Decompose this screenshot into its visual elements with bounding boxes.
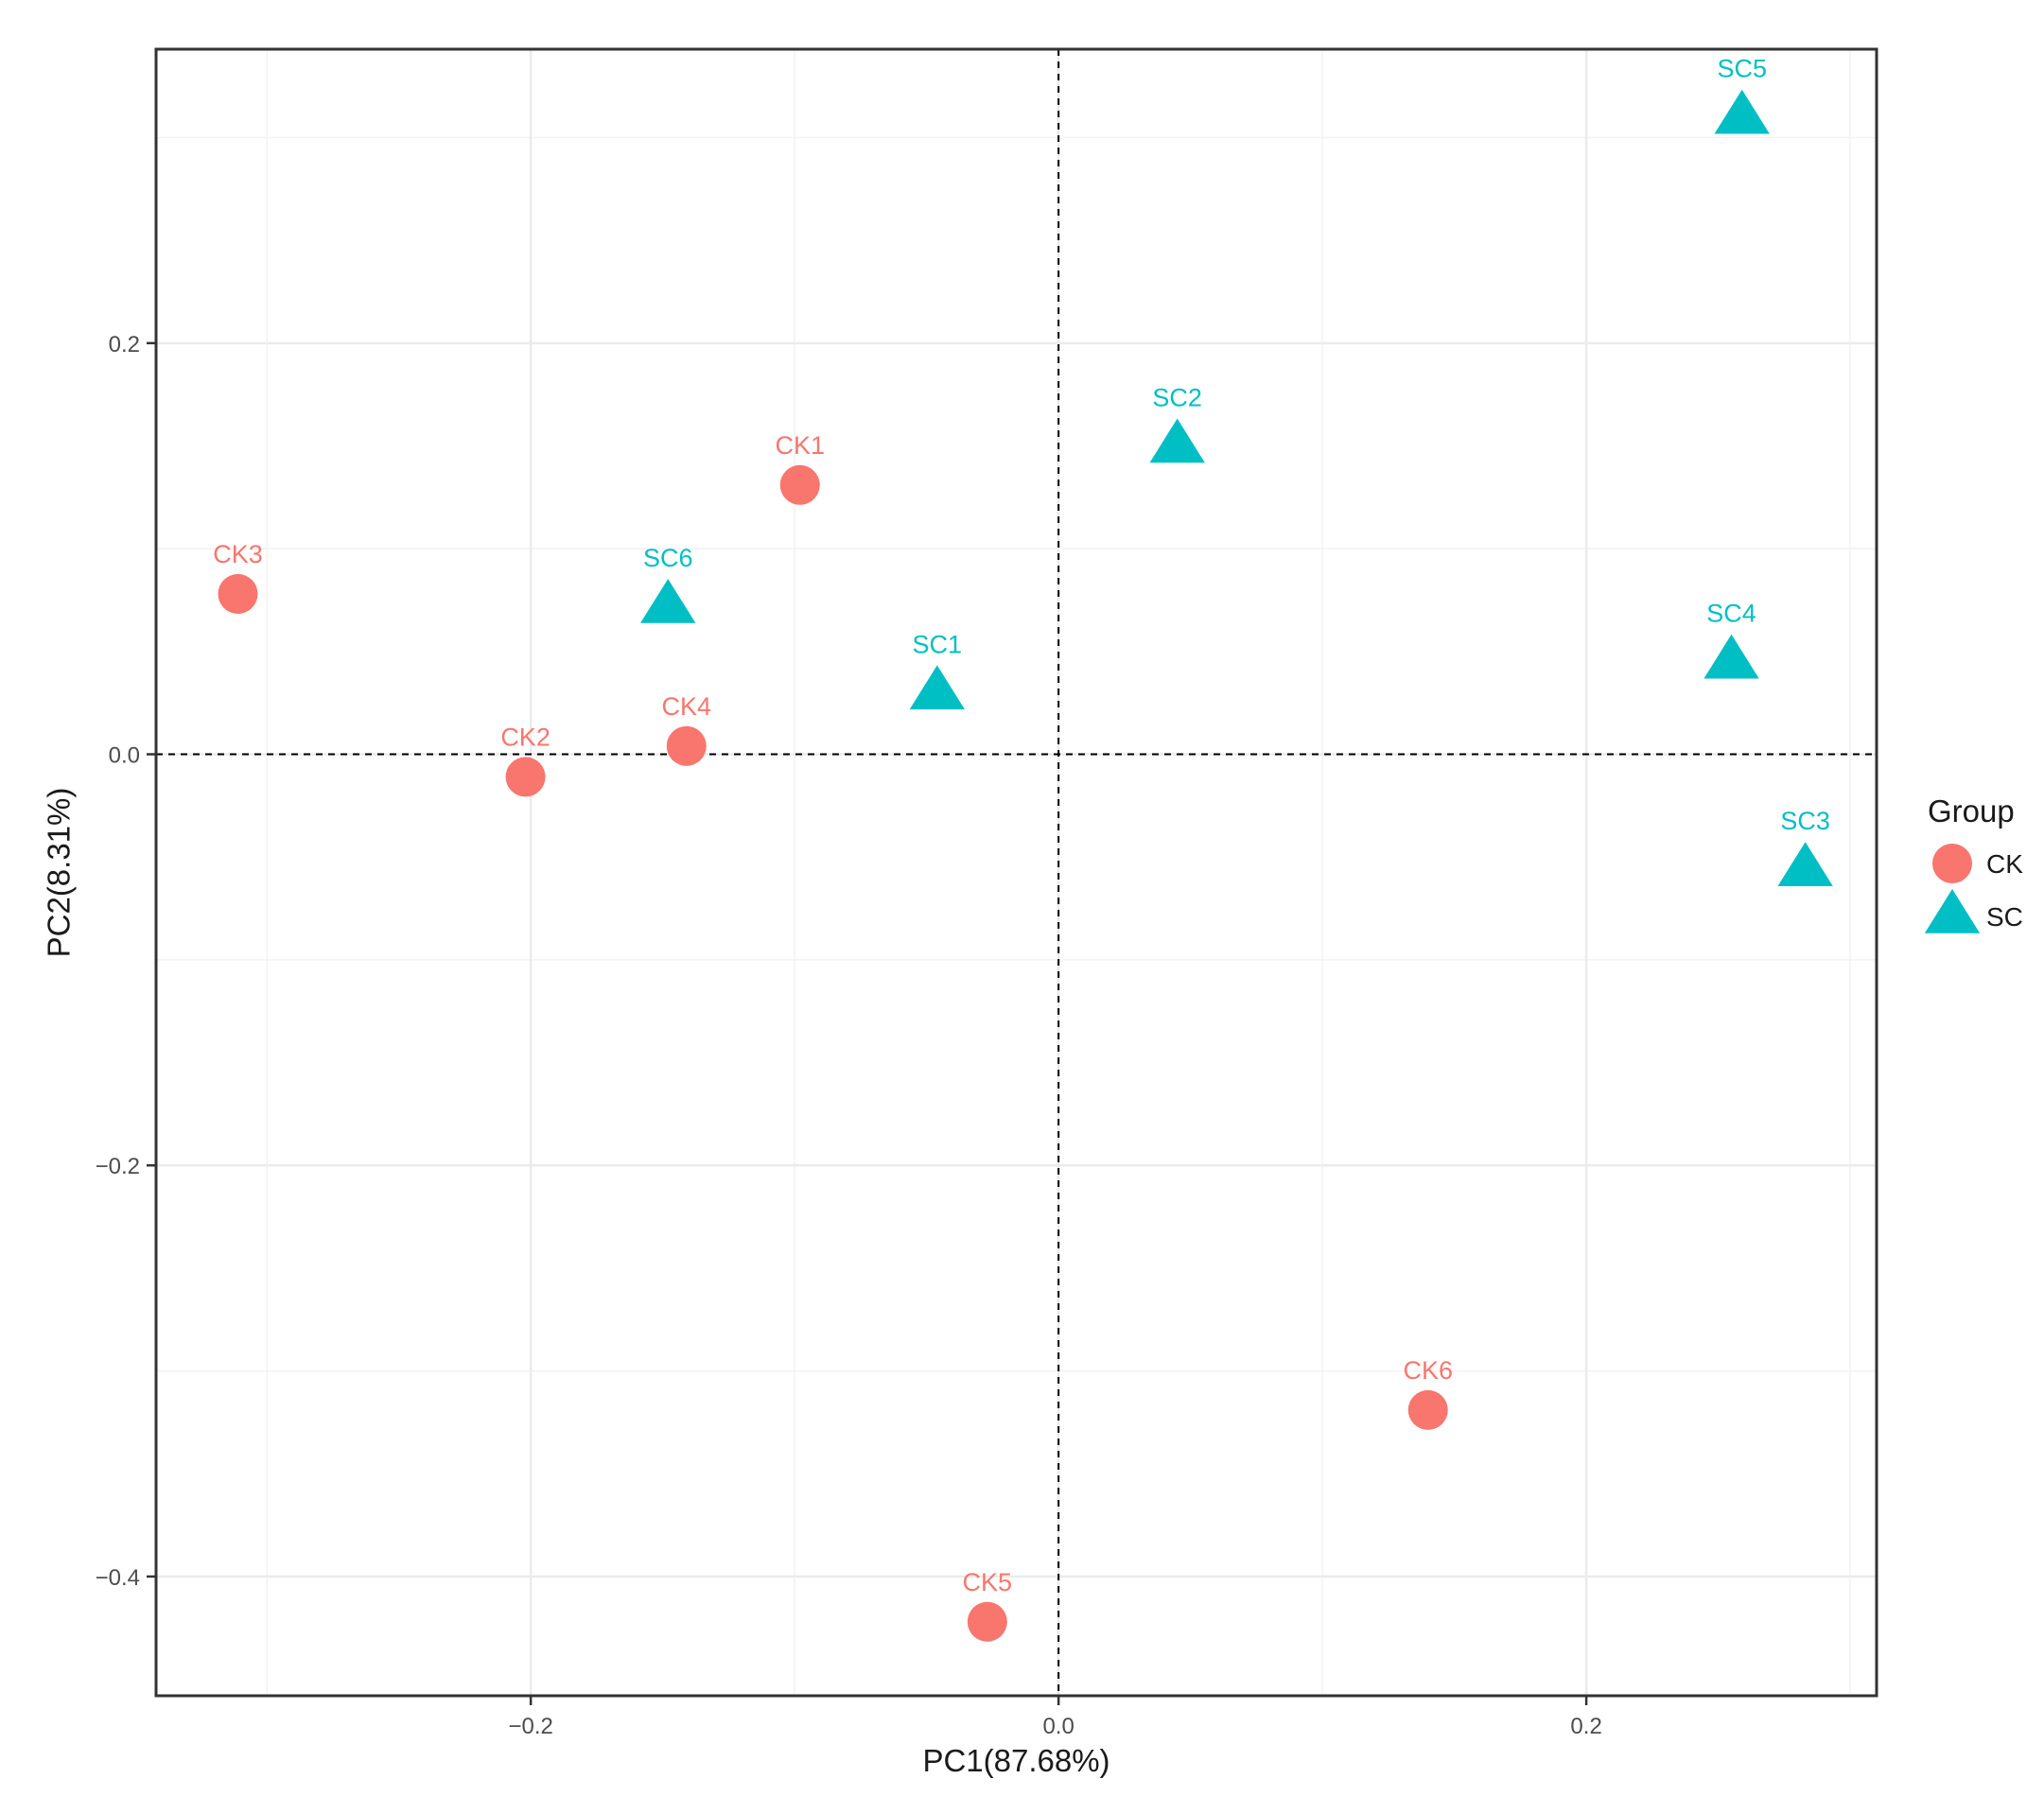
legend-key-sc <box>1924 889 1981 933</box>
point-label-ck5: CK5 <box>963 1568 1013 1596</box>
minor-gridlines <box>156 49 1877 1696</box>
point-ck3 <box>218 573 258 614</box>
point-label-sc4: SC4 <box>1706 600 1756 628</box>
point-sc1 <box>909 665 965 710</box>
point-sc3 <box>1777 842 1833 886</box>
y-axis-ticks: 0.2 0.0 −0.2 −0.4 <box>96 332 156 1591</box>
point-label-ck1: CK1 <box>775 431 825 460</box>
legend-title: Group <box>1928 793 2015 828</box>
point-sc6 <box>640 579 696 623</box>
major-gridlines <box>156 49 1877 1696</box>
y-axis-title: PC2(8.31%) <box>42 788 77 958</box>
point-ck6 <box>1407 1389 1448 1430</box>
legend-key-ck <box>1932 844 1972 883</box>
point-sc2 <box>1149 418 1205 463</box>
x-tick-label: 0.0 <box>1042 1714 1074 1739</box>
y-tick-label: −0.2 <box>96 1154 140 1179</box>
point-ck5 <box>967 1601 1007 1642</box>
x-tick-label: −0.2 <box>508 1714 552 1739</box>
data-point-labels: CK1 CK2 CK3 CK4 CK5 CK6 SC1 SC2 SC3 SC4 SC5 SC6 <box>213 55 1830 1596</box>
legend-label-sc: SC <box>1986 902 2023 932</box>
point-ck4 <box>666 725 707 766</box>
point-label-sc2: SC2 <box>1152 383 1202 411</box>
zero-reference-lines <box>156 49 1877 1696</box>
point-label-sc6: SC6 <box>643 544 693 572</box>
plot-panel-border <box>154 47 1878 1698</box>
point-sc4 <box>1703 634 1759 679</box>
y-tick-label: 0.0 <box>109 743 140 769</box>
legend: Group CK SC <box>1924 793 2023 933</box>
point-label-ck4: CK4 <box>661 692 711 721</box>
y-tick-label: 0.2 <box>109 332 140 357</box>
point-label-sc3: SC3 <box>1780 807 1830 835</box>
point-label-ck6: CK6 <box>1403 1356 1453 1385</box>
point-label-ck2: CK2 <box>500 723 550 751</box>
legend-label-ck: CK <box>1986 849 2023 879</box>
point-label-sc1: SC1 <box>913 630 963 658</box>
y-tick-label: −0.4 <box>96 1565 140 1591</box>
x-axis-title: PC1(87.68%) <box>922 1743 1109 1778</box>
point-sc5 <box>1714 89 1770 134</box>
point-label-ck3: CK3 <box>213 540 263 568</box>
x-axis-ticks: −0.2 0.0 0.2 <box>508 1696 1602 1739</box>
data-points <box>218 89 1833 1642</box>
point-label-sc5: SC5 <box>1717 55 1767 83</box>
point-ck2 <box>505 757 546 797</box>
point-ck1 <box>779 464 820 505</box>
x-tick-label: 0.2 <box>1570 1714 1601 1739</box>
